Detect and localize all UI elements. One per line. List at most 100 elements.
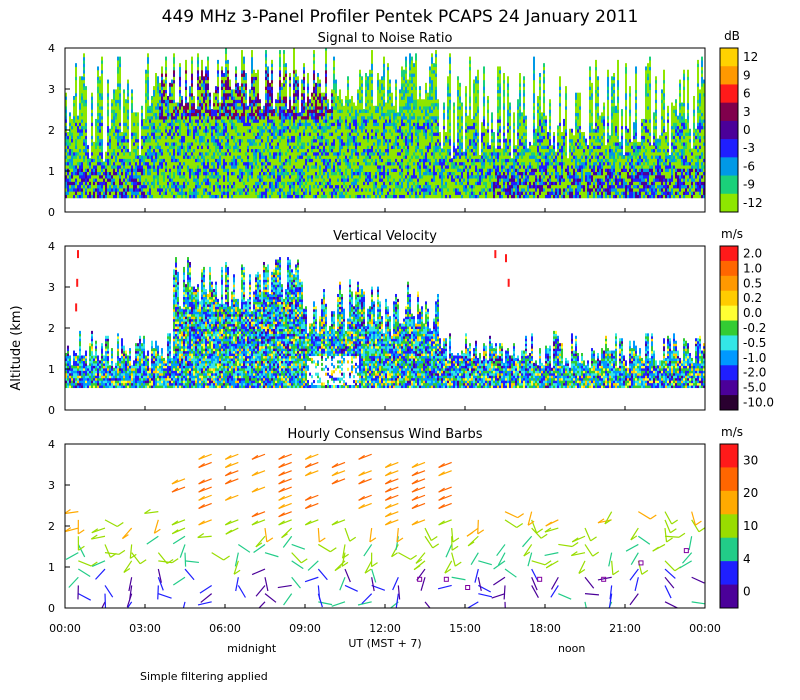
wind-barb (584, 576, 595, 589)
wind-barb (291, 576, 301, 589)
wind-barb-flag (341, 561, 349, 567)
wind-barb (395, 593, 399, 608)
wind-barb-flag (171, 529, 179, 535)
wind-barb (361, 593, 373, 605)
wind-barb-flag (198, 463, 205, 469)
colorbar-swatch (720, 84, 738, 104)
wind-barb (609, 585, 613, 600)
wind-barb (129, 585, 133, 600)
wind-barb (398, 552, 411, 560)
colorbar-unit: m/s (721, 227, 743, 241)
wind-barb (344, 568, 351, 583)
y-tick-label: 1 (48, 165, 55, 178)
wind-barb-flag (251, 471, 259, 477)
colorbar-label: -12 (743, 196, 763, 210)
wind-barb (344, 584, 358, 592)
colorbar-label: 0 (743, 123, 751, 137)
wind-barb-flag (331, 520, 339, 526)
y-tick-label: 4 (48, 438, 55, 451)
wind-barb (318, 543, 331, 553)
x-tick-label: 18:00 (529, 622, 561, 635)
wind-barb (339, 577, 346, 591)
colorbar-frame (719, 443, 739, 609)
wind-barb-flag (278, 487, 285, 493)
wind-barb-flag (438, 487, 445, 493)
wind-barb-flag (540, 533, 548, 539)
panel-3-content (65, 453, 705, 608)
wind-barb (255, 535, 266, 548)
velocity-streak (75, 303, 78, 312)
wind-barb-flag (698, 527, 705, 533)
wind-barb (664, 511, 673, 525)
wind-barb (233, 560, 239, 575)
colorbar-label: 0.5 (743, 276, 762, 290)
wind-barb-flag (523, 551, 531, 557)
colorbar-swatch (720, 335, 738, 351)
wind-barb (531, 577, 538, 591)
wind-barb (491, 593, 506, 599)
colorbar-swatch (720, 320, 738, 336)
wind-barb (478, 560, 492, 566)
wind-barb (237, 543, 251, 553)
wind-barb-flag (349, 536, 357, 542)
wind-barb (584, 593, 599, 596)
wind-barb-flag (139, 559, 147, 565)
wind-barb-flag (251, 487, 259, 493)
wind-barb (363, 544, 373, 557)
colorbar-label: 12 (743, 50, 758, 64)
wind-barb-flag (251, 520, 259, 526)
wind-barb-flag (278, 463, 285, 469)
wind-barb (571, 552, 586, 557)
colorbar-label: -1.0 (743, 351, 766, 365)
wind-barb-flag (331, 463, 339, 469)
panel-2-title: Vertical Velocity (333, 229, 437, 244)
wind-barb-flag (477, 529, 485, 535)
wind-barb-flag (544, 560, 552, 566)
wind-barb-flag (411, 495, 419, 501)
wind-barb (341, 552, 346, 567)
wind-barb-flag (224, 479, 232, 485)
wind-barb-flag (224, 520, 232, 526)
wind-barb (78, 593, 91, 601)
wind-barb-flag (384, 512, 392, 518)
wind-barb-flag (334, 566, 342, 572)
panel-2: Vertical Velocity 0 1 2 3 4 m/s2.01.00.50.20.0… (48, 227, 774, 417)
colorbar-swatch (720, 139, 738, 158)
y-tick-label: 4 (48, 42, 55, 55)
colorbar-label: -2.0 (743, 366, 766, 380)
wind-barb (550, 585, 559, 598)
colorbar-unit: m/s (721, 425, 743, 439)
wind-barb-flag (331, 479, 339, 485)
colorbar-label: -10.0 (743, 396, 774, 410)
wind-barb (679, 560, 692, 569)
colorbar-label: -3 (743, 141, 755, 155)
wind-barb (104, 544, 111, 558)
wind-barb-flag (695, 520, 702, 526)
wind-barb-flag (452, 537, 460, 543)
wind-barb (396, 527, 399, 543)
wind-barb (251, 568, 266, 576)
colorbar-swatch (720, 467, 738, 492)
wind-barb (371, 577, 375, 592)
wind-barb (664, 519, 671, 534)
wind-barb (504, 568, 517, 578)
wind-barb (392, 577, 399, 591)
x-tick-label: 00:00 (49, 622, 81, 635)
colorbar-unit: dB (724, 29, 740, 43)
wind-barb (371, 568, 377, 583)
wind-barb (504, 601, 506, 608)
wind-barb (504, 519, 518, 529)
velocity-streak (77, 250, 79, 259)
wind-barb (544, 552, 559, 557)
colorbar-swatch (720, 305, 738, 322)
wind-barb-flag (251, 512, 259, 518)
colorbar-swatch (720, 157, 738, 177)
wind-barb-flag (304, 504, 312, 510)
calm-marker (601, 576, 607, 582)
wind-barb (477, 519, 479, 534)
wind-barb-flag (91, 561, 98, 567)
y-tick-label: 4 (48, 240, 55, 253)
panel-3-title: Hourly Consensus Wind Barbs (287, 427, 482, 442)
wind-barb (131, 552, 141, 565)
colorbar-swatch (720, 365, 738, 381)
